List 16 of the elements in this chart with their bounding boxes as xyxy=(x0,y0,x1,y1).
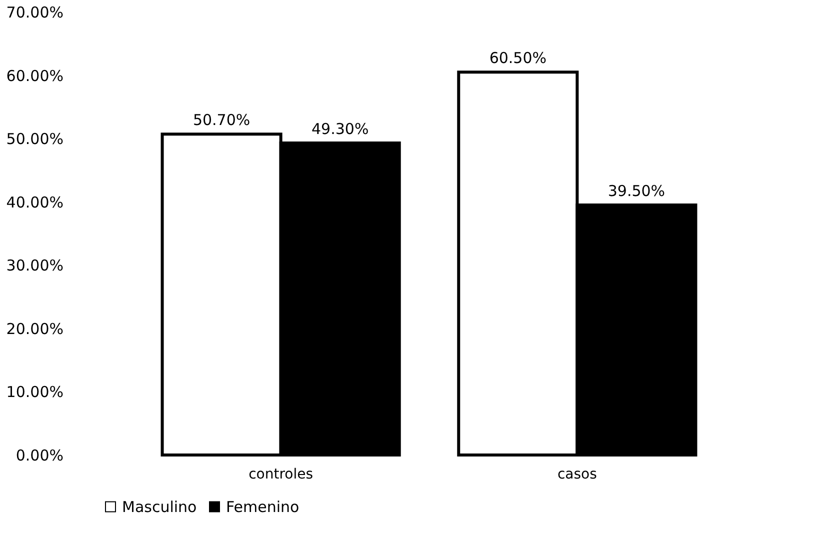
y-tick-label: 10.00% xyxy=(6,383,64,402)
y-tick-label: 30.00% xyxy=(6,256,64,275)
y-tick-label: 20.00% xyxy=(6,320,64,338)
legend-label: Masculino xyxy=(122,498,197,516)
data-label: 60.50% xyxy=(489,49,547,68)
data-label: 39.50% xyxy=(608,182,666,200)
y-tick-label: 60.00% xyxy=(6,66,64,85)
data-label: 49.30% xyxy=(311,120,369,138)
y-tick-label: 0.00% xyxy=(16,446,64,464)
y-tick-label: 40.00% xyxy=(6,193,64,212)
legend-label: Femenino xyxy=(226,498,300,516)
x-tick-label: controles xyxy=(248,466,314,482)
y-tick-label: 70.00% xyxy=(6,4,64,22)
x-tick-label: casos xyxy=(557,466,597,482)
data-label: 50.70% xyxy=(192,111,250,130)
y-tick-label: 50.00% xyxy=(6,130,64,148)
